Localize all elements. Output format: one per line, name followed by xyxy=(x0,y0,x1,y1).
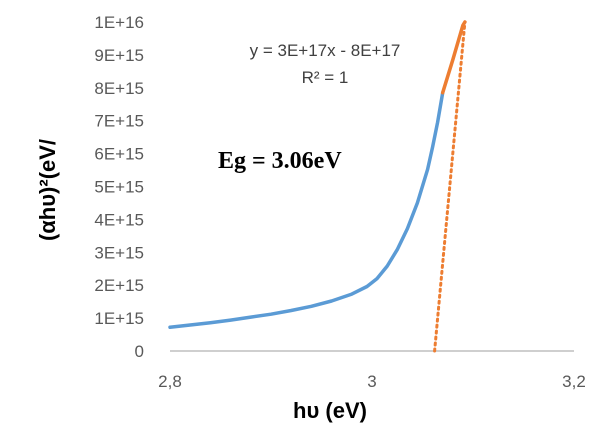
y-tick-label: 6E+15 xyxy=(94,145,144,164)
x-tick-label: 2,8 xyxy=(158,372,182,391)
y-tick-label: 2E+15 xyxy=(94,276,144,295)
r-squared-label: R² = 1 xyxy=(302,68,349,87)
x-tick-label: 3,2 xyxy=(562,372,586,391)
x-axis-label: hυ (eV) xyxy=(293,398,367,423)
y-tick-label: 4E+15 xyxy=(94,210,144,229)
band-gap-label: Eg = 3.06eV xyxy=(218,148,342,174)
y-axis-label: (αhυ)²(eV/ xyxy=(35,139,60,241)
y-tick-label: 1E+15 xyxy=(94,309,144,328)
y-tick-label: 1E+16 xyxy=(94,13,144,32)
data-series-line xyxy=(440,20,467,95)
series-layer xyxy=(168,20,467,353)
y-tick-label: 7E+15 xyxy=(94,112,144,131)
y-tick-label: 9E+15 xyxy=(94,46,144,65)
x-tick-label: 3 xyxy=(367,372,376,391)
y-tick-label: 0 xyxy=(135,342,144,361)
trendline-equation: y = 3E+17x - 8E+17 xyxy=(250,41,401,60)
x-axis-ticks: 2,8 3 3,2 xyxy=(158,372,586,391)
data-series-line xyxy=(168,90,445,330)
y-tick-label: 3E+15 xyxy=(94,243,144,262)
y-tick-label: 8E+15 xyxy=(94,79,144,98)
trendline-series xyxy=(433,20,467,353)
y-axis-ticks: 0 1E+15 2E+15 3E+15 4E+15 5E+15 6E+15 7E+15 8E+1… xyxy=(94,13,144,361)
y-tick-label: 5E+15 xyxy=(94,178,144,197)
